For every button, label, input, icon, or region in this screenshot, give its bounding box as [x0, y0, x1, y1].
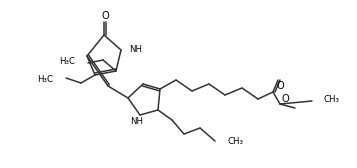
Text: O: O — [101, 11, 109, 21]
Text: NH: NH — [131, 117, 144, 127]
Text: O: O — [276, 81, 284, 91]
Text: CH₃: CH₃ — [227, 137, 243, 146]
Text: O: O — [282, 94, 290, 104]
Text: NH: NH — [129, 45, 142, 53]
Text: H₃C: H₃C — [59, 56, 75, 66]
Text: H₃C: H₃C — [37, 75, 53, 85]
Text: CH₃: CH₃ — [324, 95, 340, 104]
